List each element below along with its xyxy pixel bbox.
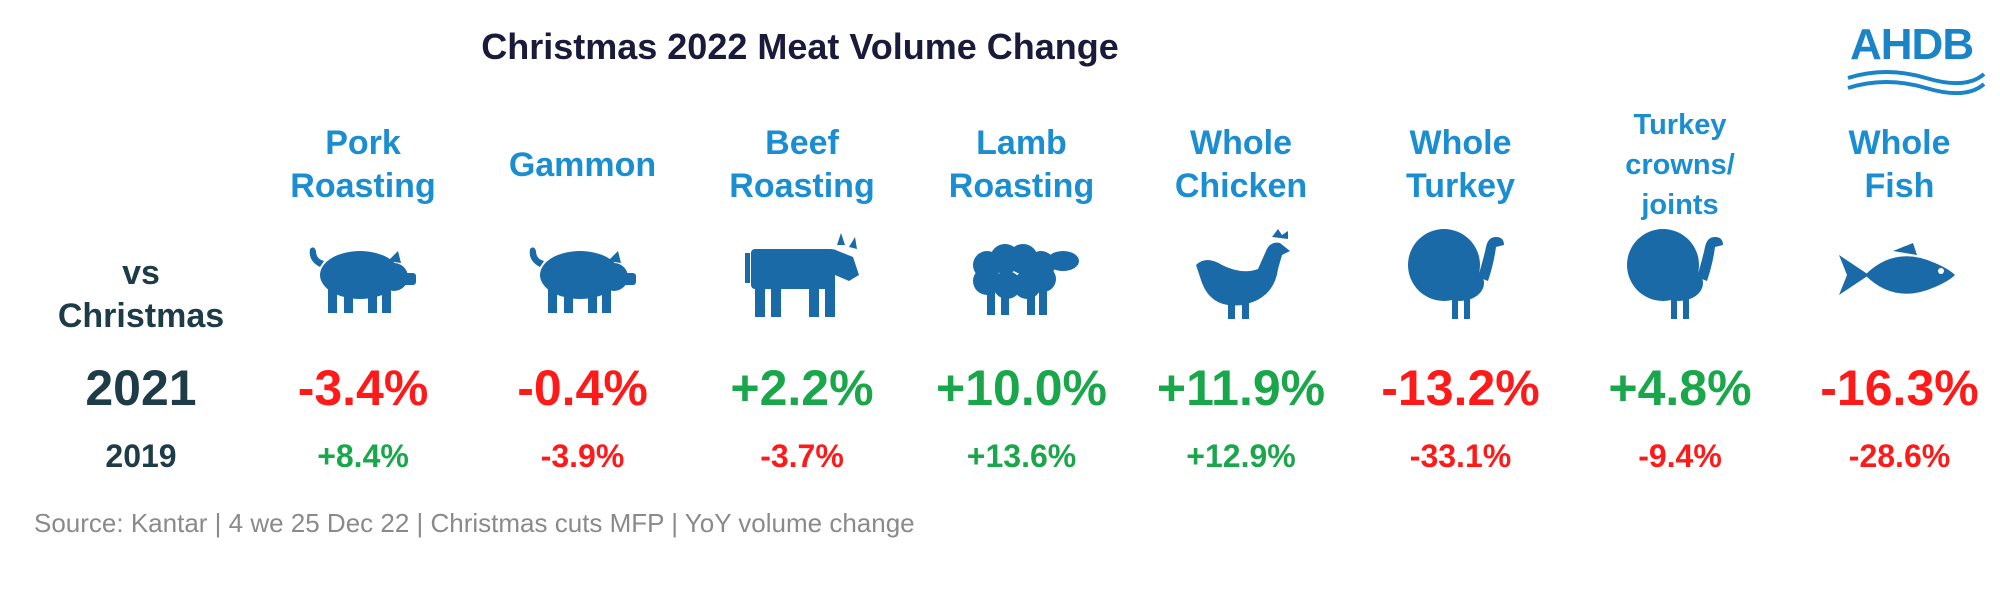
turkey-icon — [1615, 225, 1745, 325]
category-label-text: Whole Chicken — [1174, 124, 1308, 205]
turkey-icon — [1396, 225, 1526, 325]
category-label: Lamb Roasting — [917, 100, 1127, 230]
category-label-text: Beef Roasting — [729, 124, 875, 205]
category-column: Whole Turkey -13.2% -33.1% — [1356, 0, 1566, 480]
value-2019: +13.6% — [966, 438, 1077, 474]
pig-icon — [298, 225, 428, 325]
category-label: Whole Fish — [1795, 100, 2000, 230]
value-2021: -3.4% — [297, 360, 429, 416]
category-label-text: Pork Roasting — [290, 124, 436, 205]
category-column: Beef Roasting +2.2% -3.7% — [697, 0, 907, 480]
category-column: Turkey crowns/ joints +4.8% -9.4% — [1575, 0, 1785, 480]
category-column: Gammon -0.4% -3.9% — [478, 0, 688, 480]
category-label-text: Gammon — [508, 145, 657, 184]
category-label-text: Turkey crowns/ joints — [1625, 109, 1735, 221]
category-label: Turkey crowns/ joints — [1575, 100, 1785, 230]
category-column: Lamb Roasting +10.0% +13.6% — [917, 0, 1127, 480]
category-column: Whole Chicken +11.9% +12.9% — [1136, 0, 1346, 480]
fish-icon — [1835, 225, 1965, 325]
chart-title: Christmas 2022 Meat Volume Change — [481, 26, 1119, 67]
source-note: Source: Kantar | 4 we 25 Dec 22 | Christ… — [34, 508, 915, 538]
value-2021: +11.9% — [1156, 360, 1326, 416]
cow-icon — [737, 225, 867, 325]
value-2019: -9.4% — [1638, 438, 1722, 474]
category-label-text: Whole Fish — [1848, 124, 1951, 205]
category-label: Whole Chicken — [1136, 100, 1346, 230]
category-label: Pork Roasting — [258, 100, 468, 230]
logo-text: AHDB — [1850, 20, 1974, 69]
category-column: Whole Fish -16.3% -28.6% — [1795, 0, 2000, 480]
category-label: Beef Roasting — [697, 100, 907, 230]
category-label: Gammon — [478, 100, 688, 230]
value-2019: -3.7% — [760, 438, 844, 474]
row-label-vs-christmas: vs Christmas — [57, 254, 225, 335]
logo-wave-icon — [1847, 70, 1986, 96]
value-2019: -3.9% — [540, 438, 625, 474]
chicken-icon — [1176, 225, 1306, 325]
value-2021: +4.8% — [1608, 360, 1752, 416]
category-label-text: Whole Turkey — [1406, 124, 1515, 205]
value-2019: +8.4% — [317, 438, 409, 474]
ahdb-logo: AHDB — [1846, 18, 1986, 96]
category-column: Pork Roasting -3.4% +8.4% — [258, 0, 468, 480]
sheep-icon — [957, 225, 1087, 325]
value-2021: +10.0% — [936, 360, 1107, 416]
value-2019: -33.1% — [1409, 438, 1512, 474]
category-label: Whole Turkey — [1356, 100, 1566, 230]
value-2019: -28.6% — [1848, 438, 1951, 474]
value-2021: -16.3% — [1820, 360, 1979, 416]
value-2021: +2.2% — [730, 360, 874, 416]
row-label-2019: 2019 — [105, 438, 177, 474]
value-2021: -13.2% — [1381, 360, 1540, 416]
pig-icon — [518, 225, 648, 325]
row-label-2021: 2021 — [85, 360, 197, 416]
value-2019: +12.9% — [1186, 438, 1296, 474]
category-label-text: Lamb Roasting — [948, 124, 1095, 205]
value-2021: -0.4% — [517, 360, 648, 416]
